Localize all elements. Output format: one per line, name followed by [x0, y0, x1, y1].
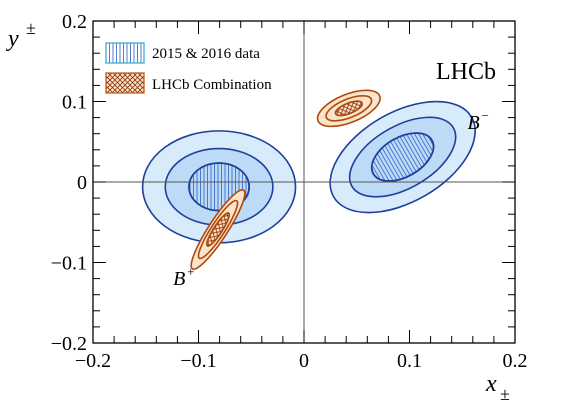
experiment-label: LHCb [436, 59, 496, 85]
y-tick-label: −0.1 [51, 253, 87, 275]
x-axis-title-sub: ± [500, 384, 510, 404]
combination-contour-bplus [190, 188, 246, 271]
x-tick-label: 0.2 [503, 350, 528, 372]
annotation-superscript: − [482, 108, 489, 123]
y-tick-label: 0 [77, 172, 87, 194]
y-tick-label: 0.2 [62, 11, 87, 33]
y-tick-label: 0.1 [62, 92, 87, 114]
x-tick-label: 0.1 [397, 350, 422, 372]
contour-1sigma-hatch [206, 212, 231, 247]
x-tick-label: −0.1 [180, 350, 216, 372]
x-axis-title: x ± [485, 371, 510, 404]
y-axis-title-main: y [6, 26, 19, 52]
legend-swatch-data [105, 42, 145, 64]
legend-label-data: 2015 & 2016 data [152, 46, 260, 62]
annotations-layer: B +B − [173, 108, 489, 290]
annotation-bminus: B [468, 112, 480, 134]
contours-layer [141, 89, 476, 271]
y-tick-label: −0.2 [51, 333, 87, 355]
legend-swatch-combination-hatch [105, 72, 145, 94]
y-axis-title: y ± [6, 18, 36, 52]
x-tick-label: 0 [299, 350, 309, 372]
legend: 2015 & 2016 data LHCb Combination [105, 42, 272, 94]
combination-contour-bminus [316, 89, 381, 128]
axes-layer: −0.2 −0.1 0 0.1 0.2 −0.2 −0.1 0 0.1 0.2 [51, 11, 528, 372]
x-tick-label: −0.2 [75, 350, 111, 372]
annotation-superscript: + [187, 264, 194, 279]
x-axis-title-main: x [485, 371, 497, 397]
annotation-bplus: B [173, 268, 185, 290]
contour-1sigma-hatch [370, 132, 435, 182]
y-axis-title-sub: ± [26, 18, 36, 38]
data-contour-bminus [329, 100, 476, 214]
contour-1sigma-hatch [334, 100, 363, 117]
legend-label-combination: LHCb Combination [152, 77, 272, 93]
